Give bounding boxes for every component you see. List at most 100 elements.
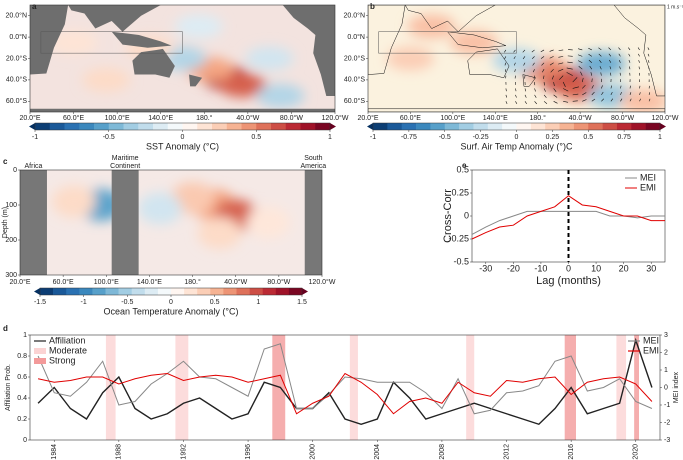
x-tick-label: 40.0°W bbox=[569, 114, 592, 122]
wind-vector bbox=[620, 92, 622, 95]
wind-vector bbox=[610, 98, 614, 102]
colorbar-cell bbox=[131, 288, 146, 295]
wind-vector bbox=[608, 53, 612, 57]
wind-vector bbox=[582, 92, 587, 96]
event-band bbox=[616, 335, 627, 440]
wind-vector bbox=[541, 69, 545, 73]
x-tick-label: 2008 bbox=[439, 444, 446, 460]
colorbar-cell bbox=[430, 123, 446, 130]
region-label: South America bbox=[301, 155, 327, 170]
wind-vector bbox=[648, 60, 650, 63]
y-tick-label: 60.0°S bbox=[6, 97, 27, 105]
wind-vector bbox=[647, 47, 650, 51]
x-tick-label: 1996 bbox=[245, 444, 252, 460]
wind-vector bbox=[591, 91, 595, 96]
anomaly bbox=[197, 217, 242, 249]
x-tick-label: 180.° bbox=[184, 278, 201, 286]
event-band bbox=[105, 335, 116, 440]
x-tick-label: 180.° bbox=[529, 114, 546, 122]
colorbar-cell bbox=[473, 123, 489, 130]
x-tick-label: 80.0°W bbox=[267, 278, 290, 286]
colorbar-cell bbox=[123, 123, 139, 130]
colorbar-cell bbox=[631, 123, 646, 130]
colorbar-tick-label: -1 bbox=[81, 299, 87, 306]
wind-vector bbox=[577, 54, 583, 57]
colorbar-cell bbox=[288, 288, 303, 295]
colorbar-cell bbox=[416, 123, 431, 130]
wind-vector bbox=[591, 85, 594, 89]
y-axis-label: Depth (m) bbox=[2, 207, 9, 238]
region-label: Africa bbox=[25, 163, 43, 170]
colorbar-tick-label: 0.25 bbox=[546, 134, 560, 141]
colorbar-cell bbox=[92, 288, 106, 295]
y-tick-label: 20.0°S bbox=[344, 54, 365, 62]
x-tick-label: 140.0°E bbox=[148, 114, 173, 122]
wind-vector bbox=[639, 92, 641, 95]
wind-vector bbox=[591, 98, 596, 102]
anomaly bbox=[246, 206, 291, 239]
event-band bbox=[349, 335, 358, 440]
wind-vector bbox=[588, 47, 592, 51]
y-tick-label: 0.4 bbox=[17, 395, 27, 402]
wind-vector bbox=[609, 59, 612, 63]
wind-vector bbox=[553, 81, 555, 86]
y-tick-label: 300 bbox=[5, 272, 17, 279]
y-tick-label: 40.0°S bbox=[344, 76, 365, 84]
y-tick-label: 0.6 bbox=[17, 374, 27, 381]
land bbox=[613, 5, 665, 97]
wind-vector bbox=[582, 99, 587, 102]
colorbar-cell bbox=[223, 288, 237, 295]
anomaly-layer bbox=[386, 14, 665, 112]
anomaly bbox=[407, 14, 456, 39]
colorbar-end bbox=[330, 123, 336, 130]
wind-vector bbox=[580, 71, 583, 76]
colorbar-tick-label: 0 bbox=[515, 134, 519, 141]
wind-vector bbox=[524, 94, 527, 98]
anomaly-layer bbox=[51, 182, 291, 249]
x-tick-label: 60.0°E bbox=[400, 114, 421, 122]
y-axis-label: Cross-Corr bbox=[442, 189, 454, 243]
x-tick-label: -30 bbox=[479, 263, 492, 273]
wind-vector bbox=[582, 84, 586, 89]
land bbox=[30, 108, 335, 112]
section-area bbox=[20, 170, 322, 275]
x-tick-label: 80.0°W bbox=[280, 114, 303, 122]
y2-tick-label: 3 bbox=[664, 332, 668, 339]
wind-vector bbox=[567, 61, 573, 64]
wind-vector bbox=[648, 92, 651, 95]
wind-vector bbox=[647, 53, 650, 57]
colorbar-cell bbox=[573, 123, 589, 130]
legend-label: MEI bbox=[643, 335, 659, 345]
wind-vector bbox=[600, 72, 602, 76]
wind-vector bbox=[609, 66, 612, 70]
colorbar-tick-label: 0.5 bbox=[210, 299, 220, 306]
colorbar-tick-label: 0.5 bbox=[583, 134, 593, 141]
wind-vector bbox=[572, 93, 579, 96]
wind-vector bbox=[515, 94, 517, 98]
colorbar-cell bbox=[645, 123, 661, 130]
wind-vector bbox=[558, 62, 564, 65]
x-tick-label: 80.0°W bbox=[611, 114, 634, 122]
legend-label: Affiliation bbox=[49, 335, 85, 345]
colorbar-cell bbox=[40, 288, 54, 295]
wind-vector bbox=[558, 56, 564, 58]
wind-vector bbox=[639, 98, 641, 102]
land bbox=[368, 108, 665, 112]
event-band bbox=[466, 335, 475, 440]
colorbar-tick-label: -1.5 bbox=[34, 299, 46, 306]
wind-vector bbox=[513, 62, 516, 66]
wind-vector bbox=[590, 72, 593, 76]
wind-vector bbox=[524, 101, 527, 105]
wind-vector bbox=[628, 53, 631, 57]
colorbar-cell bbox=[94, 123, 110, 130]
y-tick-label: 0 bbox=[13, 167, 17, 174]
panel-label: c bbox=[3, 157, 8, 166]
y-tick-label: 0 bbox=[464, 210, 469, 220]
x-tick-label: 10 bbox=[591, 263, 601, 273]
colorbar-cell bbox=[459, 123, 474, 130]
colorbar-cell bbox=[197, 288, 211, 295]
colorbar-label: Surf. Air Temp Anomaly (°)C bbox=[461, 141, 573, 151]
wind-vector bbox=[550, 68, 554, 73]
colorbar-cell bbox=[210, 288, 224, 295]
